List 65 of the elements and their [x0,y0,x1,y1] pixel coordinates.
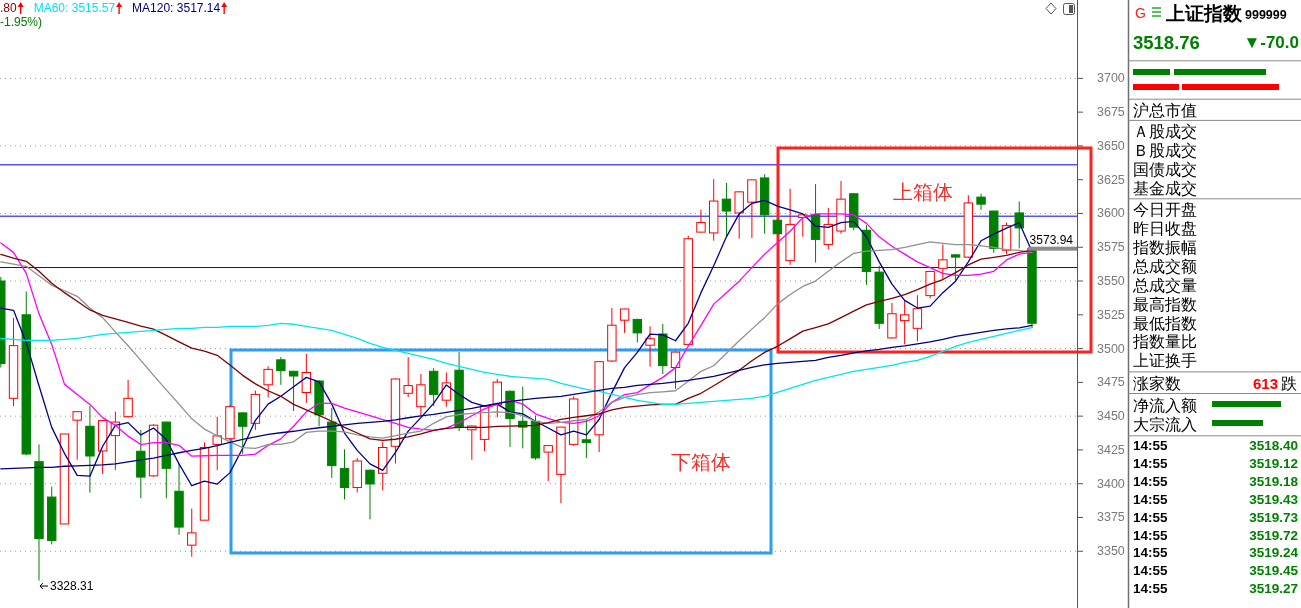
panel-text: 总成交量 [1133,277,1197,294]
table-value: 3518.40 [1249,438,1298,453]
y-tick-label: 3350 [1097,544,1125,559]
panel-text: 指数量比 [1133,333,1197,350]
table-value: 3519.73 [1249,509,1298,525]
panel-text: 613 [1253,374,1279,392]
y-tick-label: 3600 [1097,206,1125,221]
panel-text: 大宗流入 [1133,415,1197,433]
panel-text: Ｂ股成交 [1133,141,1197,159]
table-time: 14:55 [1133,509,1168,525]
y-tick-label: 3475 [1097,375,1125,390]
box-label: 下箱体 [671,451,731,473]
table-time: 14:55 [1133,527,1168,543]
table-value: 3519.43 [1249,491,1298,507]
y-tick-label: 3425 [1097,442,1125,457]
table-value: 3519.72 [1249,527,1298,543]
panel-text: 3518.76 [1133,31,1200,53]
panel-text: 沪总市值 [1133,101,1197,119]
panel-text: 指数振幅 [1133,239,1197,256]
panel-text: 最高指数 [1133,296,1197,313]
panel-text: 最低指数 [1133,314,1197,332]
panel-subtitle: 999999 [1245,8,1287,22]
legend-entry: MA120: 3517.14 [132,1,221,15]
panel-text: ▼-70.0 [1243,32,1299,52]
panel-text: 今日开盘 [1133,201,1197,218]
panel-text: 基金成交 [1133,180,1197,197]
table-value: 3519.18 [1249,473,1298,489]
panel-text: 涨家数 [1133,374,1181,392]
y-tick-label: 3550 [1097,274,1125,289]
legend-entry: .80 [0,1,17,15]
y-tick-label: 3500 [1097,341,1125,356]
table-value: 3519.27 [1249,581,1298,597]
table-time: 14:55 [1133,563,1168,579]
box-label: 上箱体 [893,181,953,203]
header-note: -1.95%) [0,15,43,29]
table-value: 3519.45 [1249,563,1298,579]
y-tick-label: 3650 [1097,138,1125,153]
panel-text: 上证换手 [1133,352,1197,369]
y-tick-label: 3575 [1097,240,1125,255]
y-tick-label: 3700 [1097,71,1125,86]
low-label: 3328.31 [50,579,94,594]
table-time: 14:55 [1133,438,1168,453]
legend-entry: MA60: 3515.57 [33,1,116,15]
panel-text: 总成交额 [1133,258,1197,275]
y-tick-label: 3675 [1097,105,1125,120]
table-time: 14:55 [1133,455,1168,471]
y-tick-label: 3375 [1097,510,1125,525]
panel-text: 净流入额 [1133,396,1197,414]
y-tick-label: 3450 [1097,409,1125,424]
panel-text: 昨日收盘 [1133,220,1197,237]
table-time: 14:55 [1133,491,1168,507]
panel-text: G [1135,4,1146,21]
panel-text: 国债成交 [1133,161,1197,178]
panel-title: 上证指数 [1166,2,1242,24]
y-tick-label: 3625 [1097,172,1125,187]
table-time: 14:55 [1133,473,1168,489]
table-value: 3519.24 [1249,545,1298,561]
y-tick-label: 3400 [1097,476,1125,491]
marker-label: 3573.94 [1029,232,1073,247]
y-tick-label: 3525 [1097,307,1125,322]
panel-text: Ａ股成交 [1133,122,1197,140]
panel-text: 跌 [1281,374,1297,392]
table-time: 14:55 [1133,545,1168,561]
table-value: 3519.12 [1249,455,1298,471]
table-time: 14:55 [1133,581,1168,597]
